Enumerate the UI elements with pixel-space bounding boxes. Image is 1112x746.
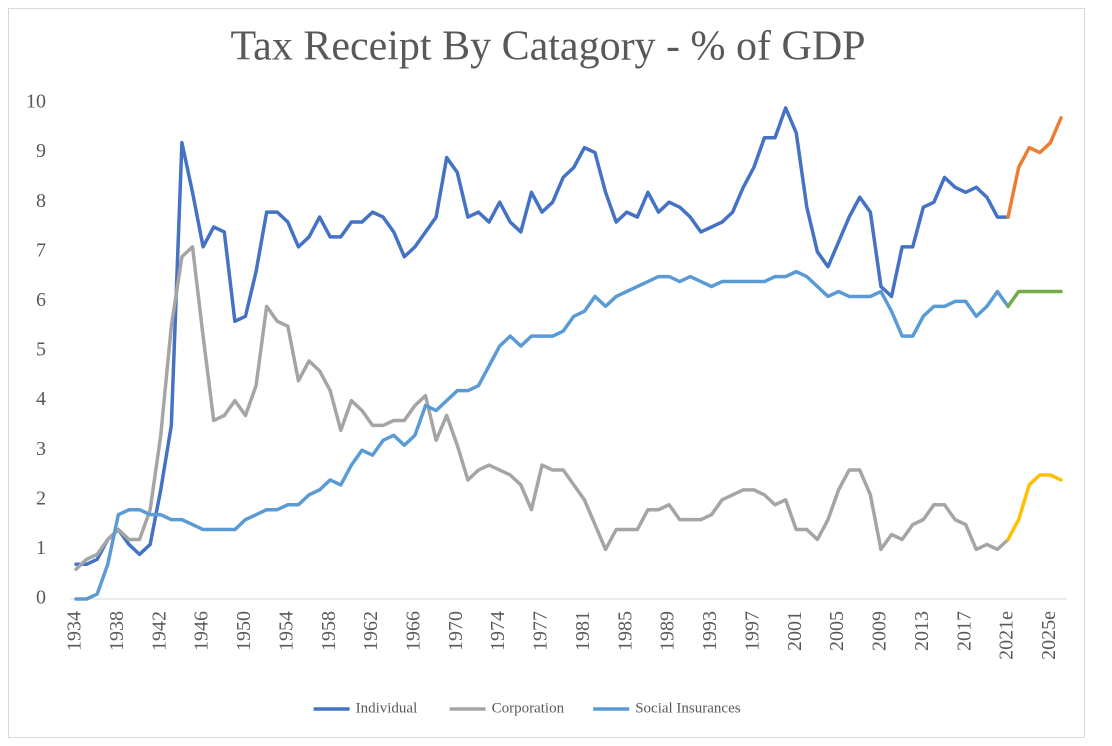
y-tick-label: 5 (36, 339, 46, 361)
x-tick-label: 1989 (657, 611, 679, 651)
x-tick-label: 1934 (64, 611, 86, 651)
y-tick-label: 8 (36, 190, 46, 212)
y-tick-label: 6 (36, 289, 46, 311)
x-tick-label: 1970 (445, 611, 467, 651)
y-tick-label: 2 (36, 487, 46, 509)
chart-border (8, 8, 1085, 738)
x-tick-label: 2001 (784, 611, 806, 651)
legend-label: Social Insurances (635, 700, 741, 716)
x-tick-label: 1962 (360, 611, 382, 651)
x-tick-label: 2013 (911, 611, 933, 651)
forecast-line (1006, 116, 1063, 219)
x-tick-label: 1938 (106, 611, 128, 651)
x-tick-label: 1954 (275, 611, 297, 651)
y-tick-label: 3 (36, 438, 46, 460)
x-tick-label: 2021e (996, 611, 1018, 660)
x-tick-label: 1981 (572, 611, 594, 651)
x-tick-label: 2025e (1038, 611, 1060, 660)
forecast-line (1006, 473, 1063, 542)
y-tick-label: 9 (36, 140, 46, 162)
x-tick-label: 1946 (191, 611, 213, 651)
x-tick-label: 1942 (148, 611, 170, 651)
y-tick-label: 7 (36, 239, 46, 261)
x-tick-label: 2009 (869, 611, 891, 651)
series-line (74, 106, 1010, 567)
x-tick-label: 1993 (699, 611, 721, 651)
y-tick-label: 1 (36, 537, 46, 559)
x-tick-label: 1997 (741, 611, 763, 651)
x-tick-label: 2005 (826, 611, 848, 651)
series-line (74, 269, 1010, 601)
x-tick-label: 1985 (614, 611, 636, 651)
chart-title: Tax Receipt By Catagory - % of GDP (230, 24, 865, 70)
legend-label: Corporation (492, 700, 565, 716)
legend-label: Individual (356, 700, 418, 716)
series-line (74, 245, 1010, 571)
x-tick-label: 1966 (403, 611, 425, 651)
x-tick-label: 1958 (318, 611, 340, 651)
forecast-line (1006, 289, 1063, 309)
y-tick-label: 4 (36, 388, 46, 410)
y-tick-label: 10 (26, 91, 46, 113)
x-tick-label: 1950 (233, 611, 255, 651)
y-tick-label: 0 (36, 587, 46, 609)
x-tick-label: 1974 (487, 611, 509, 651)
x-tick-label: 2017 (953, 611, 975, 651)
x-tick-label: 1977 (530, 611, 552, 651)
